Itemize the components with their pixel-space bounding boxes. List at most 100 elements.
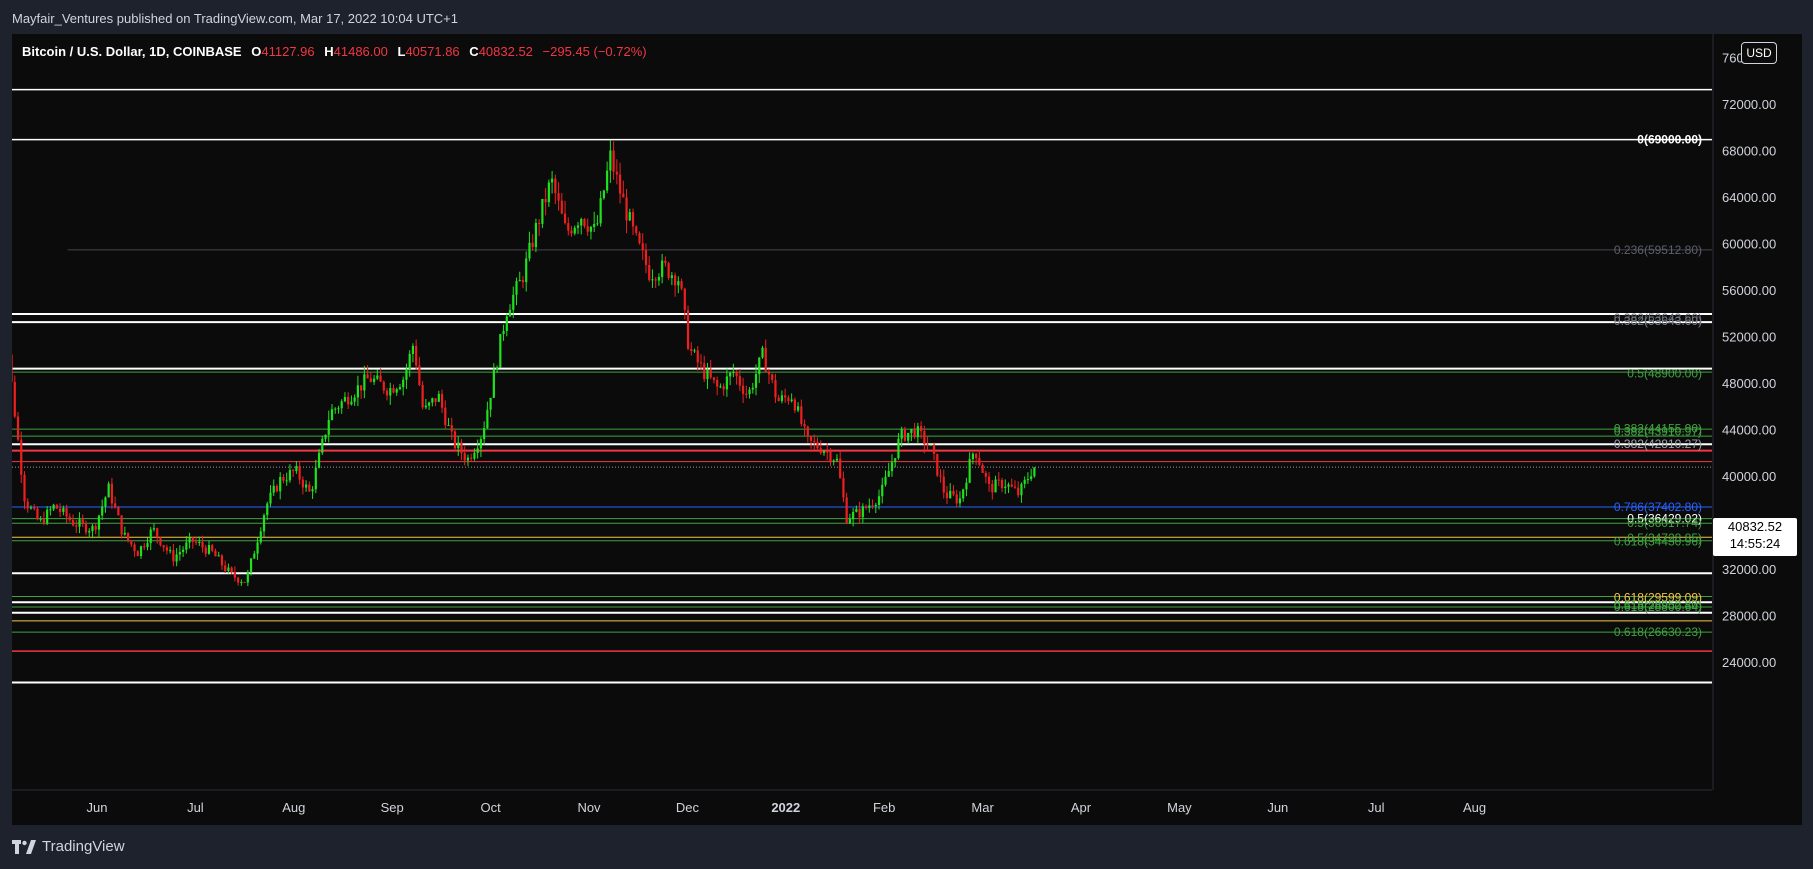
- candle-body: [499, 334, 502, 368]
- candle-body: [253, 553, 256, 559]
- candle-body: [994, 479, 997, 493]
- candle-body: [864, 506, 868, 508]
- candle-body: [887, 471, 890, 477]
- candle-body: [622, 193, 625, 198]
- candle-body: [502, 330, 505, 335]
- candle-body: [991, 483, 994, 493]
- close-value: 40832.52: [478, 44, 533, 59]
- tradingview-brand[interactable]: TradingView: [12, 838, 125, 855]
- price-tick-label: 44000.00: [1722, 422, 1776, 437]
- time-tick-label: May: [1167, 800, 1192, 815]
- candle-body: [709, 369, 712, 378]
- candle-body: [638, 233, 641, 244]
- candle-body: [418, 365, 421, 385]
- horizontal-levels: [12, 88, 1712, 684]
- candle-body: [871, 505, 874, 507]
- candle-body: [686, 310, 690, 349]
- candle-body: [279, 477, 282, 492]
- candle-body: [389, 388, 392, 396]
- candle-body: [835, 458, 839, 461]
- candle-body: [194, 541, 198, 543]
- candle-body: [916, 426, 919, 438]
- candle-body: [651, 279, 654, 281]
- candle-body: [819, 448, 822, 453]
- candle-body: [272, 485, 275, 493]
- candle-body: [719, 386, 722, 388]
- candle-body: [437, 393, 440, 402]
- candle-body: [936, 453, 939, 476]
- candle-body: [518, 280, 521, 282]
- candle-body: [214, 550, 217, 557]
- candle-body: [143, 546, 146, 548]
- price-tick-label: 48000.00: [1722, 376, 1776, 391]
- candle-body: [33, 507, 36, 509]
- time-tick-label: Nov: [577, 800, 601, 815]
- candle-body: [1013, 486, 1017, 488]
- candle-body: [761, 347, 764, 358]
- candle-body: [327, 419, 330, 435]
- candle-body: [46, 509, 49, 524]
- candle-body: [1030, 476, 1033, 480]
- candle-body: [664, 260, 667, 264]
- candle-body: [800, 406, 803, 424]
- time-tick-label: Jun: [87, 800, 108, 815]
- currency-button[interactable]: USD: [1741, 42, 1777, 64]
- brand-name: TradingView: [42, 838, 125, 855]
- candle-body: [968, 459, 971, 483]
- candle-body: [596, 223, 599, 225]
- candle-body: [285, 480, 288, 482]
- candle-body: [347, 396, 350, 405]
- candle-body: [987, 476, 991, 484]
- candle-body: [139, 546, 143, 557]
- candle-body: [159, 537, 162, 546]
- candle-body: [981, 464, 984, 473]
- candle-body: [942, 476, 945, 493]
- candle-body: [1023, 479, 1026, 484]
- candle-body: [1007, 484, 1010, 487]
- candle-body: [573, 227, 576, 234]
- candle-body: [240, 582, 243, 584]
- fib-level-label: 0.382(44155.90): [1614, 421, 1702, 435]
- candle-body: [551, 178, 554, 183]
- price-tick-label: 24000.00: [1722, 655, 1776, 670]
- candle-body: [971, 453, 974, 460]
- candle-body: [156, 528, 159, 538]
- candle-body: [696, 350, 699, 363]
- candle-body: [52, 504, 55, 510]
- candle-body: [1033, 467, 1036, 477]
- fib-level-label: 0.236(59512.80): [1614, 243, 1702, 257]
- candle-body: [570, 230, 573, 234]
- candle-body: [602, 190, 605, 199]
- candle-body: [405, 368, 408, 380]
- high-value: 41486.00: [333, 44, 388, 59]
- candle-body: [771, 374, 774, 380]
- candle-body: [104, 497, 107, 507]
- candle-body: [748, 389, 751, 395]
- candle-body: [288, 470, 292, 481]
- candle-body: [36, 508, 39, 520]
- candle-body: [515, 281, 518, 295]
- candle-body: [547, 182, 550, 203]
- symbol-legend: Bitcoin / U.S. Dollar, 1D, COINBASE O411…: [22, 44, 647, 59]
- candle-body: [677, 281, 680, 286]
- candle-body: [292, 470, 295, 472]
- fib-level-label: 0.382(43910.97): [1614, 424, 1702, 438]
- candle-body: [305, 484, 308, 488]
- candle-body: [661, 260, 664, 278]
- candle-body: [162, 545, 165, 548]
- tradingview-logo-icon: [12, 839, 36, 854]
- candle-body: [842, 478, 845, 498]
- time-tick-label: Sep: [381, 800, 404, 815]
- price-tick-label: 56000.00: [1722, 283, 1776, 298]
- candle-body: [39, 518, 42, 520]
- candle-body: [473, 452, 476, 459]
- candle-body: [385, 390, 389, 396]
- fib-level-label: 0.618(34430.96): [1614, 534, 1702, 548]
- candle-body: [201, 542, 204, 548]
- candle-body: [557, 193, 560, 201]
- candle-body: [712, 377, 716, 380]
- candle-body: [554, 178, 557, 194]
- fib-level-label: 0.618(28952.80): [1614, 598, 1702, 612]
- candle-body: [897, 438, 900, 459]
